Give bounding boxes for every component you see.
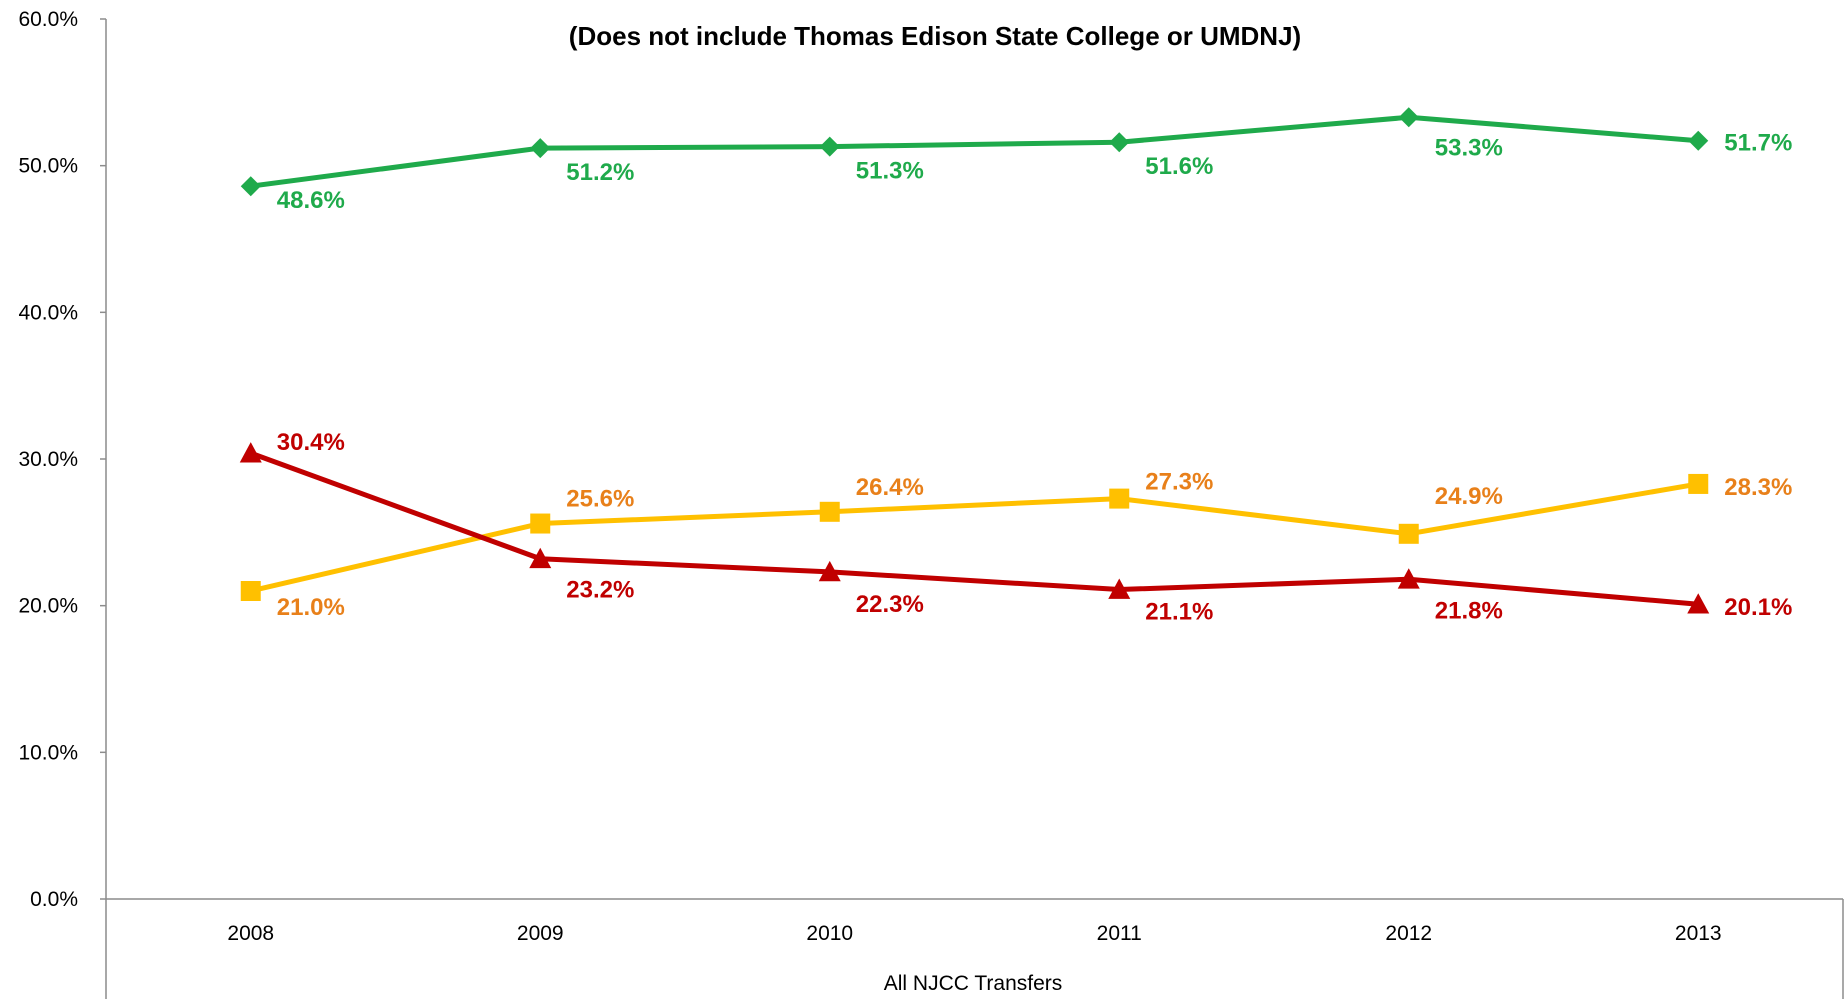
data-label: 48.6% (277, 187, 345, 214)
data-label: 53.3% (1435, 134, 1503, 161)
series-layer (239, 107, 1710, 614)
series-square (240, 473, 1709, 601)
x-tick-label: 2013 (1675, 922, 1722, 945)
data-label: 51.3% (856, 158, 924, 185)
x-tick-label: 2011 (1097, 922, 1142, 945)
series-line (248, 481, 1701, 594)
series-line (248, 450, 1701, 607)
data-label: 21.0% (277, 594, 345, 621)
series-diamond (240, 107, 1709, 197)
data-label: 23.2% (566, 577, 634, 604)
data-label: 21.1% (1145, 599, 1213, 626)
data-point-marker (818, 560, 841, 582)
data-point-marker (530, 513, 551, 534)
data-point-marker (239, 442, 262, 463)
data-point-marker (240, 176, 261, 197)
data-label: 22.3% (856, 591, 924, 618)
data-label: 51.2% (566, 159, 634, 186)
data-labels: 48.6% 51.2% 51.3% 51.6% 53.3% 51.7% 21.0% 25.6%… (277, 130, 1793, 626)
y-tick-label: 30.0% (18, 448, 78, 471)
axes: 0.0% 10.0% 20.0% 30.0% 40.0% 50.0% 60.0% 2008 20… (18, 8, 1844, 999)
data-point-marker (529, 547, 552, 569)
series-line (248, 114, 1701, 189)
data-label: 28.3% (1724, 474, 1792, 501)
data-label: 26.4% (856, 474, 924, 501)
data-point-marker (1109, 488, 1130, 509)
x-tick-label: 2009 (517, 922, 564, 945)
data-label: 25.6% (566, 486, 634, 513)
y-tick-label: 60.0% (18, 8, 78, 31)
data-point-marker (1688, 130, 1709, 151)
data-point-marker (819, 501, 840, 522)
data-point-marker (530, 138, 551, 159)
data-label: 51.6% (1145, 153, 1213, 180)
series-triangle (239, 442, 1710, 614)
data-label: 21.8% (1435, 597, 1503, 624)
data-point-marker (1688, 473, 1709, 494)
x-axis-label: All NJCC Transfers (884, 972, 1063, 995)
data-point-marker (1109, 132, 1130, 153)
data-point-marker (819, 136, 840, 157)
data-point-marker (1398, 107, 1419, 128)
x-tick-label: 2012 (1385, 922, 1432, 945)
x-tick-label: 2008 (227, 922, 274, 945)
data-point-marker (1687, 593, 1710, 614)
data-point-marker (1398, 523, 1419, 544)
data-label: 30.4% (277, 429, 345, 456)
y-tick-label: 0.0% (30, 888, 78, 911)
data-point-marker (1397, 568, 1420, 589)
y-tick-label: 20.0% (18, 595, 78, 618)
chart-subtitle: (Does not include Thomas Edison State Co… (569, 21, 1301, 51)
y-tick-label: 50.0% (18, 155, 78, 178)
data-label: 20.1% (1724, 594, 1792, 621)
data-point-marker (240, 581, 261, 601)
data-point-marker (1108, 578, 1131, 599)
data-label: 24.9% (1435, 483, 1503, 510)
y-tick-label: 10.0% (18, 741, 78, 764)
data-label: 27.3% (1145, 469, 1213, 496)
x-tick-label: 2010 (806, 922, 853, 945)
data-label: 51.7% (1724, 130, 1792, 157)
y-tick-label: 40.0% (18, 301, 78, 324)
